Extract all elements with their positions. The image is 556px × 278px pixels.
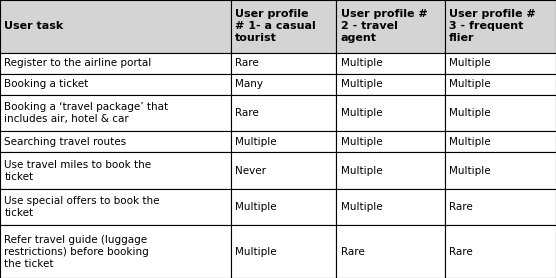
- Text: Rare: Rare: [235, 58, 259, 68]
- Bar: [231, 74, 336, 95]
- Bar: [445, 53, 556, 74]
- Text: Multiple: Multiple: [341, 137, 383, 147]
- Bar: [231, 152, 336, 189]
- Text: Rare: Rare: [235, 108, 259, 118]
- Bar: [336, 152, 445, 189]
- Bar: [445, 95, 556, 131]
- Text: Multiple: Multiple: [341, 58, 383, 68]
- Bar: [336, 95, 445, 131]
- Text: Multiple: Multiple: [341, 202, 383, 212]
- Bar: [231, 131, 336, 152]
- Text: Multiple: Multiple: [449, 166, 491, 176]
- Text: User profile #
3 - frequent
flier: User profile # 3 - frequent flier: [449, 9, 536, 43]
- Bar: [336, 225, 445, 278]
- Bar: [445, 0, 556, 53]
- Bar: [231, 225, 336, 278]
- Bar: [231, 0, 336, 53]
- Text: Booking a ‘travel package’ that
includes air, hotel & car: Booking a ‘travel package’ that includes…: [4, 102, 168, 124]
- Text: Rare: Rare: [449, 202, 473, 212]
- Text: Register to the airline portal: Register to the airline portal: [4, 58, 152, 68]
- Text: Multiple: Multiple: [449, 79, 491, 89]
- Text: Multiple: Multiple: [341, 166, 383, 176]
- Text: Searching travel routes: Searching travel routes: [4, 137, 127, 147]
- Bar: [0, 131, 231, 152]
- Bar: [445, 131, 556, 152]
- Bar: [0, 53, 231, 74]
- Text: Multiple: Multiple: [449, 108, 491, 118]
- Bar: [445, 189, 556, 225]
- Bar: [445, 74, 556, 95]
- Text: Multiple: Multiple: [449, 137, 491, 147]
- Text: Rare: Rare: [449, 247, 473, 257]
- Bar: [445, 225, 556, 278]
- Text: Refer travel guide (luggage
restrictions) before booking
the ticket: Refer travel guide (luggage restrictions…: [4, 235, 149, 269]
- Bar: [336, 74, 445, 95]
- Bar: [0, 0, 231, 53]
- Text: Multiple: Multiple: [235, 247, 277, 257]
- Text: Multiple: Multiple: [341, 79, 383, 89]
- Bar: [0, 225, 231, 278]
- Text: Rare: Rare: [341, 247, 365, 257]
- Text: Booking a ticket: Booking a ticket: [4, 79, 89, 89]
- Text: Use travel miles to book the
ticket: Use travel miles to book the ticket: [4, 160, 152, 182]
- Bar: [231, 53, 336, 74]
- Bar: [0, 74, 231, 95]
- Bar: [336, 189, 445, 225]
- Bar: [336, 0, 445, 53]
- Text: Many: Many: [235, 79, 263, 89]
- Text: Use special offers to book the
ticket: Use special offers to book the ticket: [4, 196, 160, 218]
- Text: Multiple: Multiple: [449, 58, 491, 68]
- Text: Multiple: Multiple: [341, 108, 383, 118]
- Bar: [336, 131, 445, 152]
- Bar: [0, 95, 231, 131]
- Text: User task: User task: [4, 21, 64, 31]
- Bar: [231, 95, 336, 131]
- Text: Multiple: Multiple: [235, 202, 277, 212]
- Bar: [0, 152, 231, 189]
- Text: User profile #
2 - travel
agent: User profile # 2 - travel agent: [341, 9, 428, 43]
- Text: Multiple: Multiple: [235, 137, 277, 147]
- Text: User profile
# 1- a casual
tourist: User profile # 1- a casual tourist: [235, 9, 316, 43]
- Bar: [0, 189, 231, 225]
- Bar: [231, 189, 336, 225]
- Bar: [445, 152, 556, 189]
- Text: Never: Never: [235, 166, 266, 176]
- Bar: [336, 53, 445, 74]
